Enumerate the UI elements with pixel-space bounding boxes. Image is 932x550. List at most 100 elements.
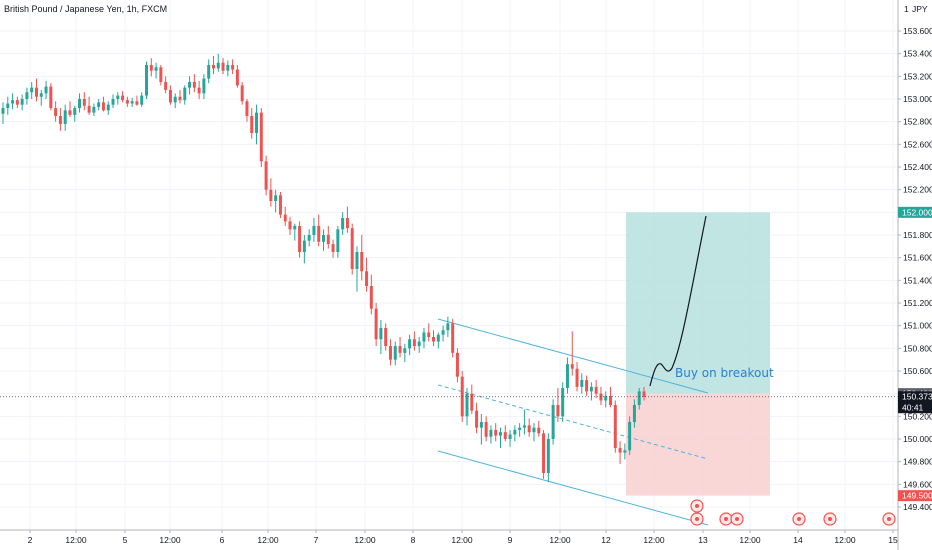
- candle: [341, 212, 345, 235]
- candle-body: [130, 101, 134, 104]
- candle: [302, 235, 306, 264]
- event-marker-icon[interactable]: [823, 512, 837, 526]
- candle-body: [470, 393, 474, 411]
- candle-body: [11, 100, 15, 104]
- time-tick-label: 5: [123, 535, 128, 545]
- candle-body: [125, 100, 129, 104]
- event-marker-icon[interactable]: [690, 512, 704, 526]
- event-marker-icon[interactable]: [730, 512, 744, 526]
- candle: [226, 60, 230, 77]
- candle: [565, 357, 569, 394]
- candle-body: [173, 96, 177, 103]
- time-tick-label: 8: [411, 535, 416, 545]
- price-tick-label: 153.400: [903, 49, 932, 59]
- candle-body: [336, 229, 340, 252]
- candle-body: [34, 87, 38, 97]
- candle-body: [245, 101, 249, 116]
- candle-body: [25, 92, 29, 99]
- price-tick-label: 151.000: [903, 321, 932, 331]
- price-axis[interactable]: 153.600 153.400 153.200 153.000 152.800 152.6…: [897, 0, 932, 550]
- candle: [475, 402, 479, 434]
- channel-mid-line[interactable]: [437, 384, 709, 460]
- candle-body: [111, 99, 115, 105]
- currency-label: JPY: [912, 4, 928, 14]
- chart-title: British Pound / Japanese Yen, 1h, FXCM: [4, 4, 167, 14]
- price-tick-label: 153.000: [903, 94, 932, 104]
- candle-body: [341, 218, 345, 230]
- price-tick-label: 152.400: [903, 162, 932, 172]
- candle-body: [331, 244, 335, 252]
- price-tick-label: 149.800: [903, 457, 932, 467]
- event-marker-icon[interactable]: [690, 499, 704, 513]
- candle: [532, 423, 536, 442]
- candle-body: [197, 87, 201, 94]
- candle: [149, 58, 153, 77]
- candle-body: [92, 106, 96, 113]
- candle-body: [465, 393, 469, 417]
- candle: [235, 65, 239, 88]
- time-tick-label: 7: [314, 535, 319, 545]
- candle: [546, 433, 550, 483]
- candle-body: [369, 286, 373, 309]
- candle: [441, 325, 445, 342]
- candle: [6, 96, 10, 115]
- candle-body: [183, 87, 187, 101]
- candle-body: [312, 225, 316, 235]
- price-badge-bg: [898, 490, 932, 502]
- event-marker-dot: [695, 504, 699, 508]
- buy-on-breakout-annotation[interactable]: Buy on breakout: [675, 366, 774, 380]
- candle-body: [494, 429, 498, 436]
- candle-body: [374, 308, 378, 340]
- candle-body: [216, 62, 220, 69]
- candle-body: [594, 386, 598, 394]
- candle-body: [298, 225, 302, 252]
- candle: [446, 316, 450, 337]
- candle: [259, 108, 263, 167]
- candle: [479, 414, 483, 445]
- candle-body: [140, 95, 144, 105]
- candle: [513, 425, 517, 442]
- projected-path[interactable]: [649, 215, 707, 387]
- price-badge-label: 149.500: [902, 491, 932, 501]
- candle-body: [642, 391, 646, 398]
- candle-body: [542, 433, 546, 473]
- event-marker-dot: [735, 517, 739, 521]
- event-marker-icon[interactable]: [792, 512, 806, 526]
- candle: [39, 89, 43, 106]
- target-zone[interactable]: [626, 212, 770, 394]
- candle-body: [360, 252, 364, 272]
- candle: [374, 303, 378, 347]
- candle-body: [168, 89, 172, 103]
- time-axis[interactable]: 2 12:00 5 12:00 6 12:00 7 12:00 8 12:00 9 12:00 12 12…: [0, 529, 898, 545]
- candle: [379, 320, 383, 354]
- candle: [527, 418, 531, 437]
- candle: [15, 96, 19, 109]
- candle-body: [379, 327, 383, 340]
- candle: [570, 331, 574, 376]
- candle-body: [250, 116, 254, 133]
- candle-body: [532, 427, 536, 433]
- candle-body: [479, 422, 483, 428]
- candle: [207, 59, 211, 84]
- candle: [20, 94, 24, 111]
- event-marker-icon[interactable]: [719, 512, 733, 526]
- price-badge-bg: [898, 206, 932, 218]
- price-tick-label: 150.000: [903, 434, 932, 444]
- channel-lower-line[interactable]: [437, 450, 709, 526]
- candle-body: [623, 450, 627, 453]
- time-tick-label: 12:00: [549, 535, 571, 545]
- candle-body: [164, 82, 168, 90]
- candle-body: [192, 82, 196, 88]
- channel-upper-line[interactable]: [437, 318, 709, 394]
- candle: [130, 97, 134, 107]
- descending-channel[interactable]: [437, 318, 709, 526]
- candle-body: [522, 425, 526, 428]
- candle: [589, 382, 593, 401]
- stop-zone[interactable]: [626, 393, 770, 496]
- candle: [345, 206, 349, 233]
- event-marker-icon[interactable]: [882, 512, 896, 526]
- candle: [44, 80, 48, 99]
- candle-body: [154, 67, 158, 71]
